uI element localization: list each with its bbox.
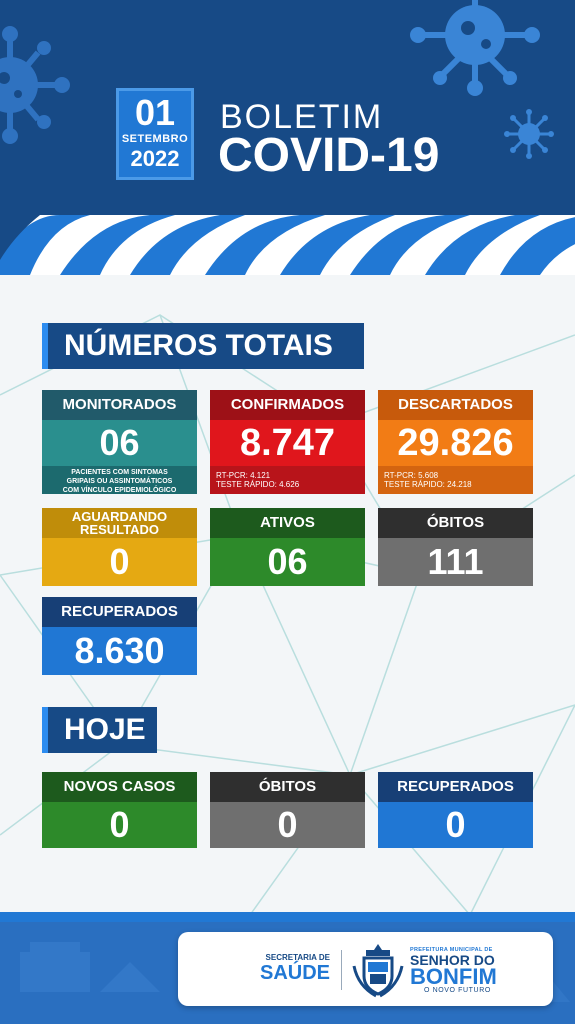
card-ativos: ATIVOS 06 <box>210 508 365 586</box>
card-label: ÓBITOS <box>210 772 365 802</box>
card-label: ATIVOS <box>210 508 365 538</box>
card-obitos-hoje: ÓBITOS 0 <box>210 772 365 848</box>
prefeitura-name-1: SENHOR DO <box>410 952 495 968</box>
virus-icon <box>0 26 70 144</box>
card-note: RT-PCR: 4.121 TESTE RÁPIDO: 4.626 <box>210 466 365 494</box>
card-note: RT-PCR: 5.608 TESTE RÁPIDO: 24.218 <box>378 466 533 494</box>
section-title-hoje: HOJE <box>42 707 157 753</box>
virus-icon <box>410 0 540 96</box>
title-covid: COVID-19 <box>218 129 440 182</box>
card-label: RECUPERADOS <box>42 597 197 627</box>
card-label: NOVOS CASOS <box>42 772 197 802</box>
secretaria-label: SECRETARIA DE <box>265 953 330 962</box>
prefeitura-label: PREFEITURA MUNICIPAL DE <box>410 947 493 953</box>
card-note: PACIENTES COM SINTOMAS GRIPAIS OU ASSINT… <box>42 466 197 494</box>
card-label: CONFIRMADOS <box>210 390 365 420</box>
date-box: 01 SETEMBRO 2022 <box>116 88 194 180</box>
date-month: SETEMBRO <box>121 133 189 145</box>
section-title-totais: NÚMEROS TOTAIS <box>42 323 364 369</box>
card-value: 29.826 <box>378 420 533 466</box>
coat-of-arms-icon <box>352 944 404 998</box>
card-recuperados: RECUPERADOS 8.630 <box>42 597 197 675</box>
title-boletim: BOLETIM <box>220 98 384 136</box>
wave-decoration <box>0 215 575 275</box>
card-aguardando: AGUARDANDO RESULTADO 0 <box>42 508 197 586</box>
card-recuperados-hoje: RECUPERADOS 0 <box>378 772 533 848</box>
card-value: 0 <box>378 802 533 848</box>
card-novos-casos: NOVOS CASOS 0 <box>42 772 197 848</box>
virus-icon <box>504 109 554 159</box>
date-year: 2022 <box>130 146 180 171</box>
card-value: 111 <box>378 538 533 586</box>
card-descartados: DESCARTADOS 29.826 RT-PCR: 5.608 TESTE R… <box>378 390 533 494</box>
card-obitos: ÓBITOS 111 <box>378 508 533 586</box>
card-value: 06 <box>210 538 365 586</box>
card-value: 8.630 <box>42 627 197 675</box>
date-day: 01 <box>134 92 176 133</box>
card-value: 0 <box>42 802 197 848</box>
logo-divider <box>341 950 342 990</box>
card-monitorados: MONITORADOS 06 PACIENTES COM SINTOMAS GR… <box>42 390 197 494</box>
card-confirmados: CONFIRMADOS 8.747 RT-PCR: 4.121 TESTE RÁ… <box>210 390 365 494</box>
header-banner: 01 SETEMBRO 2022 BOLETIM COVID-19 <box>0 0 575 215</box>
prefeitura-tagline: O NOVO FUTURO <box>424 987 491 994</box>
prefeitura-name-2: BONFIM <box>410 964 497 989</box>
card-label: DESCARTADOS <box>378 390 533 420</box>
card-value: 8.747 <box>210 420 365 466</box>
card-value: 06 <box>42 420 197 466</box>
card-label: ÓBITOS <box>378 508 533 538</box>
card-label: AGUARDANDO RESULTADO <box>42 508 197 538</box>
card-value: 0 <box>210 802 365 848</box>
card-value: 0 <box>42 538 197 586</box>
secretaria-name: SAÚDE <box>259 962 330 984</box>
card-label: MONITORADOS <box>42 390 197 420</box>
card-label: RECUPERADOS <box>378 772 533 802</box>
